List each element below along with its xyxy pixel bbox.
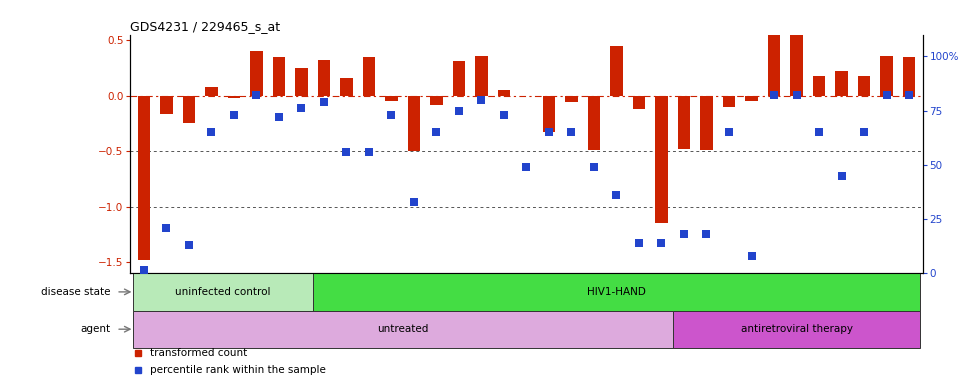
Text: transformed count: transformed count <box>151 348 247 358</box>
Bar <box>160 96 173 114</box>
Point <box>361 149 377 155</box>
Point <box>182 242 197 248</box>
Bar <box>858 76 870 96</box>
Point <box>766 92 781 98</box>
Text: untreated: untreated <box>377 324 428 334</box>
Bar <box>453 61 466 96</box>
Bar <box>318 60 330 96</box>
Bar <box>723 96 735 107</box>
Bar <box>475 56 488 96</box>
Bar <box>183 96 195 123</box>
Bar <box>903 57 915 96</box>
Point <box>136 267 152 273</box>
Text: HIV1-HAND: HIV1-HAND <box>587 287 646 297</box>
Point <box>316 99 331 105</box>
Text: GDS4231 / 229465_s_at: GDS4231 / 229465_s_at <box>130 20 280 33</box>
Bar <box>272 57 285 96</box>
Bar <box>296 68 307 96</box>
Point <box>879 92 895 98</box>
Point <box>676 231 692 237</box>
Point <box>407 199 422 205</box>
Point <box>698 231 714 237</box>
Point <box>226 112 242 118</box>
Text: agent: agent <box>80 324 110 334</box>
Bar <box>790 18 803 96</box>
Point <box>901 92 917 98</box>
Point <box>384 112 399 118</box>
Point <box>654 240 669 246</box>
Bar <box>672 311 921 348</box>
Point <box>811 129 827 135</box>
Point <box>856 129 871 135</box>
Bar <box>543 96 555 132</box>
Point <box>204 129 219 135</box>
Text: uninfected control: uninfected control <box>175 287 270 297</box>
Bar <box>565 96 578 102</box>
Point <box>473 97 489 103</box>
Bar <box>250 51 263 96</box>
Bar <box>132 273 313 311</box>
Point <box>609 192 624 198</box>
Point <box>564 129 580 135</box>
Point <box>497 112 512 118</box>
Text: percentile rank within the sample: percentile rank within the sample <box>151 366 327 376</box>
Bar <box>385 96 398 101</box>
Point <box>789 92 805 98</box>
Point <box>339 149 355 155</box>
Bar <box>700 96 713 150</box>
Point <box>248 92 264 98</box>
Point <box>722 129 737 135</box>
Point <box>744 253 759 259</box>
Bar <box>228 96 241 98</box>
Bar <box>313 273 921 311</box>
Bar <box>363 57 375 96</box>
Bar <box>768 0 781 96</box>
Point <box>586 164 602 170</box>
Bar <box>205 87 217 96</box>
Bar <box>746 96 757 101</box>
Point <box>429 129 444 135</box>
Bar <box>430 96 442 104</box>
Point <box>158 225 174 231</box>
Bar <box>132 311 672 348</box>
Point <box>631 240 646 246</box>
Bar <box>655 96 668 223</box>
Bar <box>611 46 623 96</box>
Bar <box>812 76 825 96</box>
Point <box>294 105 309 111</box>
Point <box>519 164 534 170</box>
Bar <box>678 96 690 149</box>
Bar <box>340 78 353 96</box>
Point <box>541 129 556 135</box>
Text: disease state: disease state <box>42 287 110 297</box>
Bar <box>497 90 510 96</box>
Point <box>271 114 287 120</box>
Text: antiretroviral therapy: antiretroviral therapy <box>741 324 853 334</box>
Bar <box>836 71 848 96</box>
Point <box>451 108 467 114</box>
Point <box>834 172 849 179</box>
Bar <box>880 56 893 96</box>
Bar <box>633 96 645 109</box>
Bar <box>587 96 600 150</box>
Bar <box>408 96 420 151</box>
Bar <box>138 96 150 260</box>
